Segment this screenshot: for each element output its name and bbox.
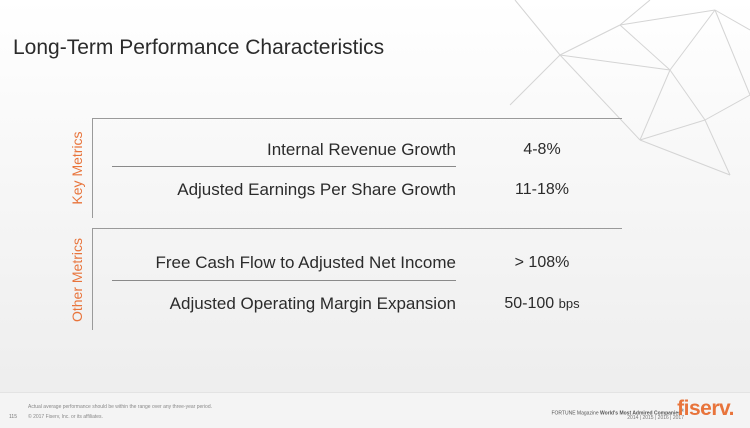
metric-value: > 108% [514, 254, 570, 271]
metric-label: Adjusted Operating Margin Expansion [169, 294, 456, 313]
section-top-rule [92, 118, 622, 119]
footnote: Actual average performance should be wit… [28, 404, 212, 410]
fortune-mark: ® [680, 408, 684, 413]
fortune-recognition: FORTUNE Magazine World's Most Admired Co… [551, 408, 684, 417]
metric-value-number: 50-100 [504, 295, 555, 312]
fortune-prefix: FORTUNE Magazine [551, 410, 599, 417]
other-metrics-section: Other Metrics Free Cash Flow to Adjusted… [62, 228, 622, 330]
fortune-award: World's Most Admired Companies [600, 410, 681, 417]
metric-value: 4-8% [523, 141, 561, 158]
metric-label: Adjusted Earnings Per Share Growth [177, 180, 456, 199]
metric-label: Free Cash Flow to Adjusted Net Income [155, 253, 456, 272]
metric-row-free-cash-flow: Free Cash Flow to Adjusted Net Income > … [62, 251, 622, 275]
metric-row-operating-margin-expansion: Adjusted Operating Margin Expansion 50-1… [62, 292, 622, 316]
page-title: Long-Term Performance Characteristics [13, 36, 385, 59]
page-number: 115 [9, 414, 17, 420]
metric-value: 11-18% [515, 181, 569, 198]
section-top-rule [92, 228, 622, 229]
metric-value-unit: bps [558, 296, 580, 311]
geometric-lines-decoration [509, 0, 750, 176]
row-separator [112, 166, 456, 167]
fiserv-logo: fiserv. [677, 397, 734, 420]
copyright: © 2017 Fiserv, Inc. or its affiliates. [28, 414, 103, 420]
key-metrics-section: Key Metrics Internal Revenue Growth 4-8%… [62, 118, 622, 218]
footer-bar [0, 392, 750, 428]
section-vertical-rule [92, 118, 93, 218]
metric-value: 50-100 bps [492, 292, 592, 316]
metric-row-internal-revenue-growth: Internal Revenue Growth 4-8% [62, 138, 622, 162]
metric-row-adjusted-eps-growth: Adjusted Earnings Per Share Growth 11-18… [62, 178, 622, 202]
fortune-years: 2014 | 2015 | 2016 | 2017 [627, 415, 684, 421]
section-vertical-rule [92, 228, 93, 330]
row-separator [112, 280, 456, 281]
metric-label: Internal Revenue Growth [267, 140, 456, 159]
other-metrics-label: Other Metrics [69, 238, 85, 323]
key-metrics-label: Key Metrics [69, 131, 85, 205]
